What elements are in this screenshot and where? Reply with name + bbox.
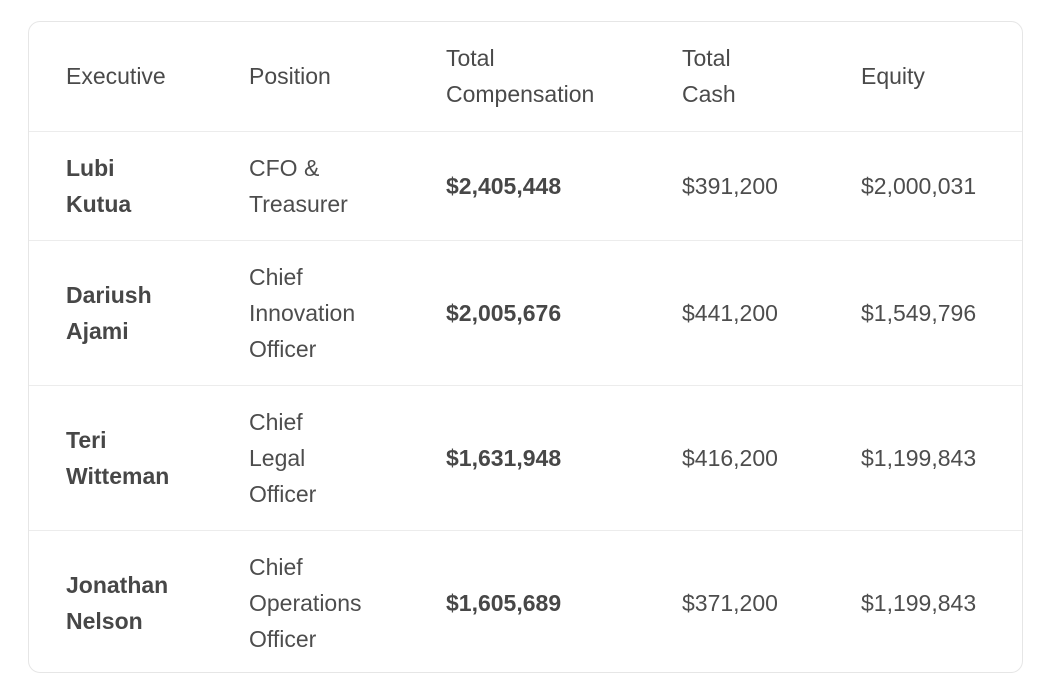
header-total-cash-label: Total Cash (682, 45, 736, 108)
executive-position: Chief Innovation Officer (212, 240, 409, 385)
header-position: Position (249, 63, 331, 90)
total-compensation: $1,631,948 (446, 444, 562, 471)
executive-name: Jonathan Nelson (29, 530, 212, 672)
equity: $1,199,843 (861, 589, 977, 616)
executive-name-text: Jonathan Nelson (66, 571, 169, 634)
equity: $2,000,031 (861, 172, 977, 199)
table-row: Jonathan Nelson Chief Operations Officer… (29, 530, 1022, 672)
total-cash: $416,200 (682, 444, 778, 471)
equity: $1,199,843 (861, 444, 977, 471)
header-total-compensation: Total Compensation (409, 22, 645, 131)
executive-name: Teri Witteman (29, 385, 212, 530)
compensation-table-card: Executive Position Total Compensation To… (28, 21, 1023, 673)
executive-name: Dariush Ajami (29, 240, 212, 385)
total-cash: $391,200 (682, 172, 778, 199)
table-row: Lubi Kutua CFO & Treasurer $2,405,448 $3… (29, 131, 1022, 240)
total-cash: $441,200 (682, 299, 778, 326)
total-compensation: $2,005,676 (446, 299, 562, 326)
equity: $1,549,796 (861, 299, 977, 326)
header-executive: Executive (66, 63, 166, 90)
header-total-cash: Total Cash (645, 22, 824, 131)
header-equity: Equity (861, 63, 925, 90)
table-header-row: Executive Position Total Compensation To… (29, 22, 1022, 131)
executive-position: Chief Legal Officer (212, 385, 409, 530)
total-compensation: $2,405,448 (446, 172, 562, 199)
table-row: Dariush Ajami Chief Innovation Officer $… (29, 240, 1022, 385)
table-row: Teri Witteman Chief Legal Officer $1,631… (29, 385, 1022, 530)
executive-name-text: Dariush Ajami (66, 281, 152, 344)
executive-position-text: Chief Operations Officer (249, 553, 362, 652)
executive-name-text: Lubi Kutua (66, 154, 132, 217)
executive-position-text: Chief Legal Officer (249, 408, 317, 507)
executive-position: CFO & Treasurer (212, 131, 409, 240)
executive-position: Chief Operations Officer (212, 530, 409, 672)
executive-position-text: Chief Innovation Officer (249, 263, 356, 362)
executive-position-text: CFO & Treasurer (249, 154, 348, 217)
compensation-table: Executive Position Total Compensation To… (29, 22, 1022, 672)
total-compensation: $1,605,689 (446, 589, 562, 616)
executive-name: Lubi Kutua (29, 131, 212, 240)
executive-name-text: Teri Witteman (66, 426, 170, 489)
header-total-compensation-label: Total Compensation (446, 45, 595, 108)
total-cash: $371,200 (682, 589, 778, 616)
